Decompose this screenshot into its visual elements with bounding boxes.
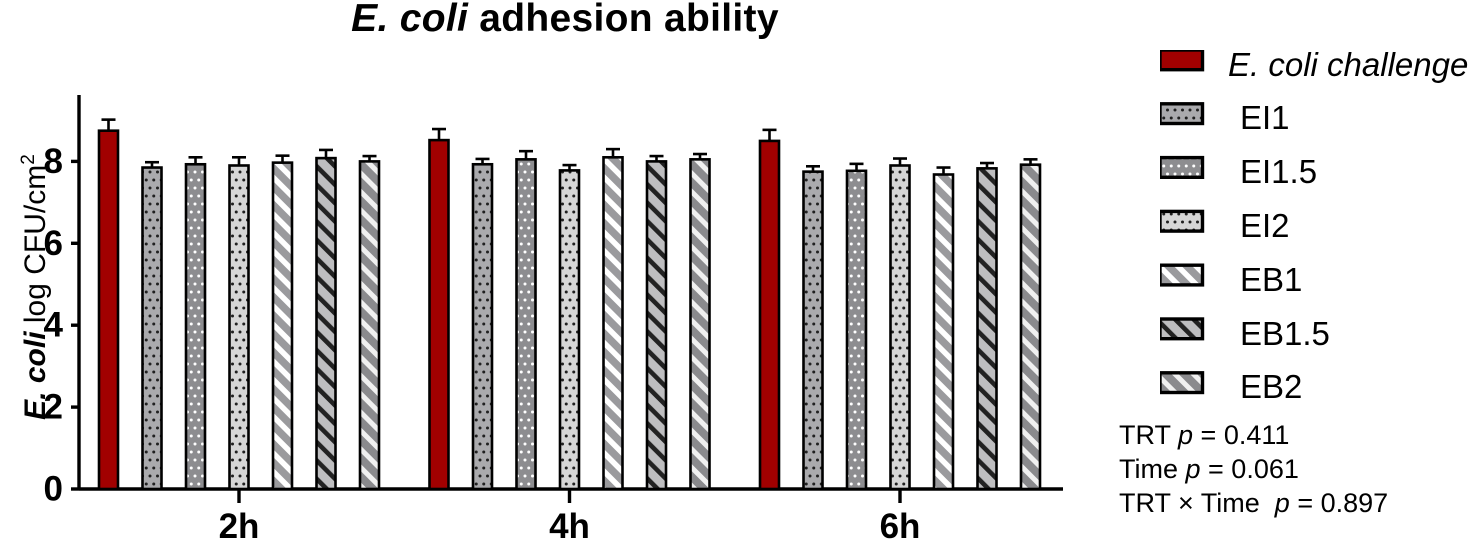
svg-text:4h: 4h bbox=[549, 507, 590, 546]
svg-text:6h: 6h bbox=[880, 507, 921, 546]
svg-text:4: 4 bbox=[44, 306, 64, 345]
svg-text:0: 0 bbox=[44, 470, 63, 509]
svg-text:8: 8 bbox=[44, 142, 63, 181]
svg-text:6: 6 bbox=[44, 224, 63, 263]
svg-text:2h: 2h bbox=[219, 507, 260, 546]
svg-text:2: 2 bbox=[44, 388, 63, 427]
